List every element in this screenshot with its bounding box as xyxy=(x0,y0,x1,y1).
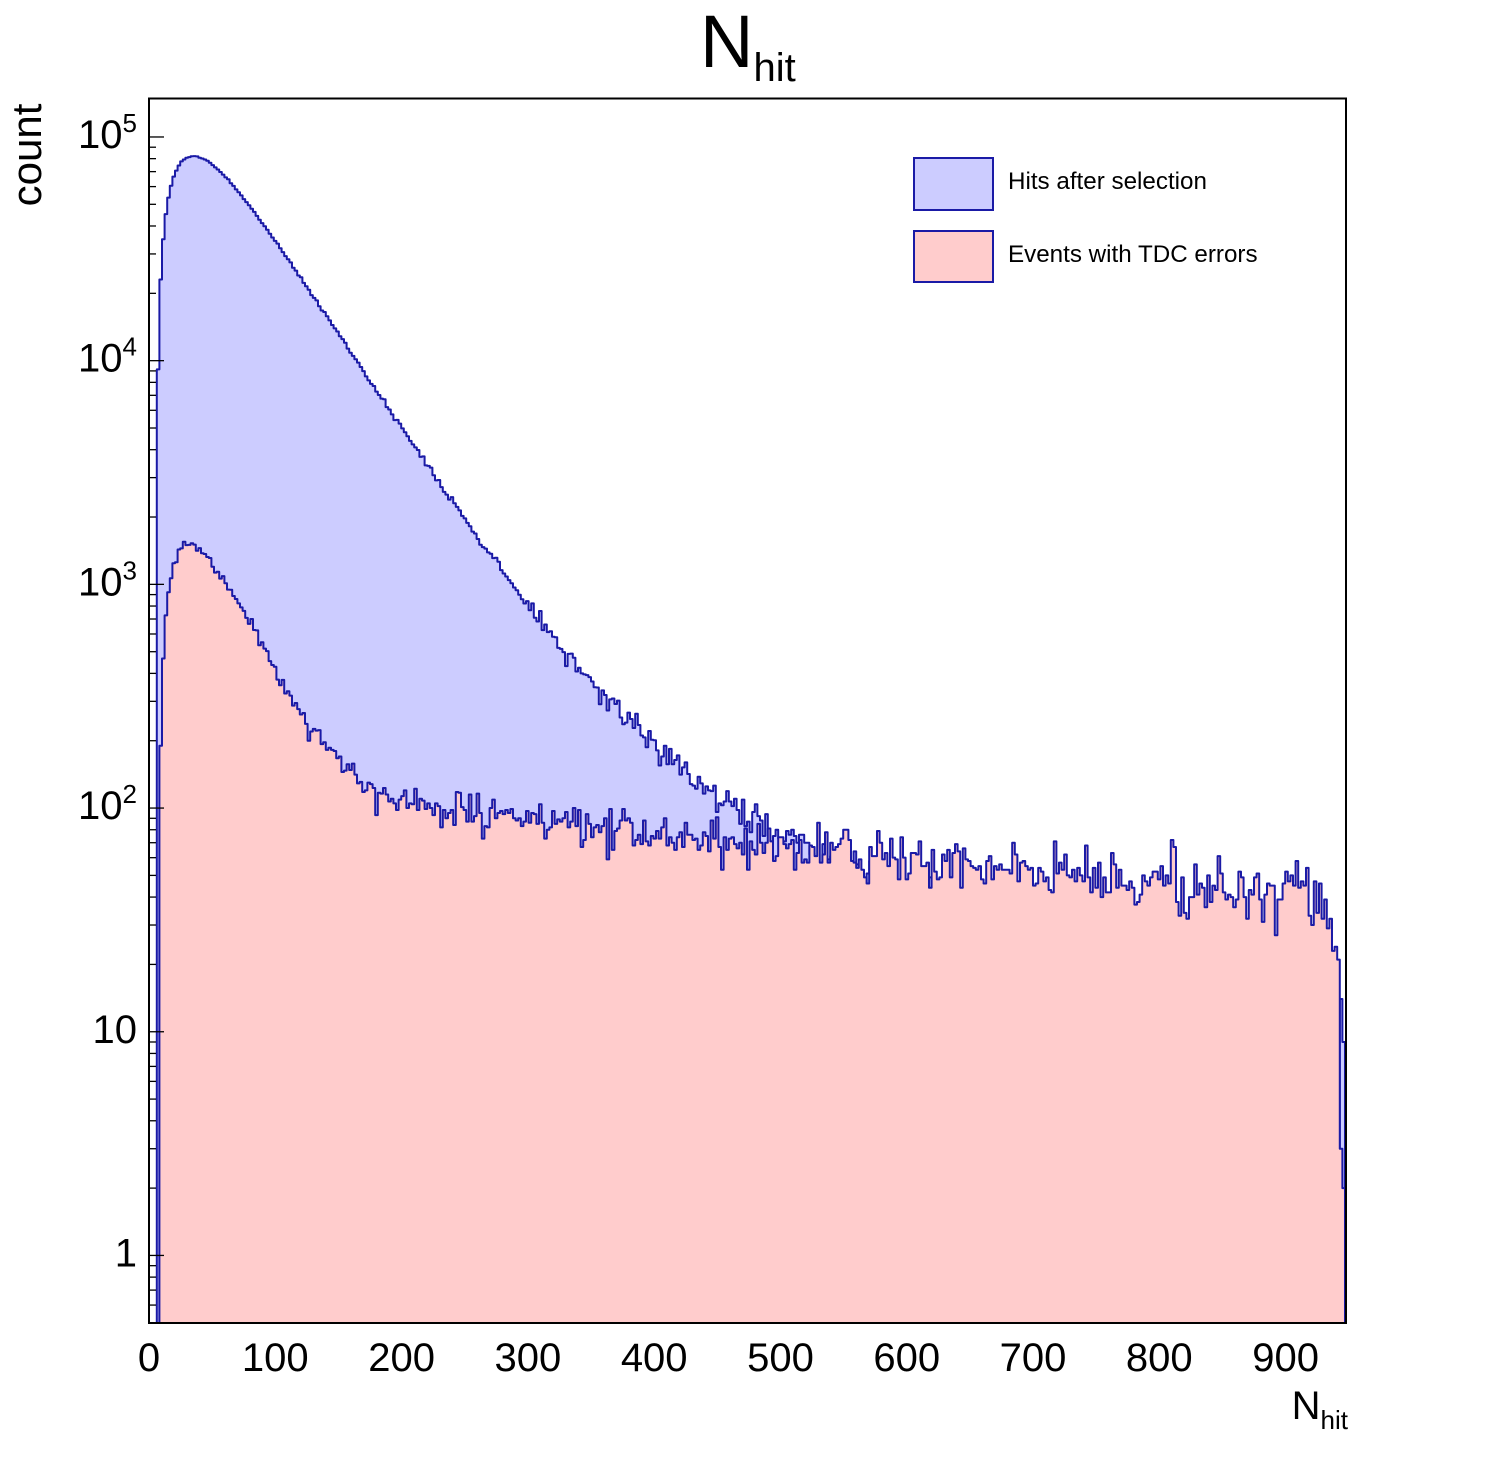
svg-text:400: 400 xyxy=(621,1336,688,1380)
svg-text:1: 1 xyxy=(115,1231,137,1275)
svg-text:800: 800 xyxy=(1126,1336,1193,1380)
svg-text:10: 10 xyxy=(93,1008,138,1052)
svg-text:700: 700 xyxy=(1000,1336,1067,1380)
svg-text:100: 100 xyxy=(242,1336,309,1380)
svg-text:500: 500 xyxy=(747,1336,814,1380)
svg-text:Events with TDC errors: Events with TDC errors xyxy=(1008,241,1258,268)
svg-text:count: count xyxy=(3,103,50,206)
svg-text:900: 900 xyxy=(1252,1336,1319,1380)
svg-text:200: 200 xyxy=(368,1336,435,1380)
svg-text:300: 300 xyxy=(495,1336,562,1380)
svg-text:0: 0 xyxy=(138,1336,160,1380)
svg-text:Hits after selection: Hits after selection xyxy=(1008,168,1207,195)
svg-text:600: 600 xyxy=(873,1336,940,1380)
